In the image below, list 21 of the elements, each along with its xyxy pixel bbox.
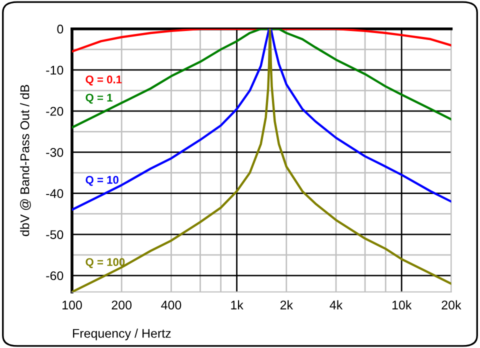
y-tick-label: -20 [46, 106, 64, 116]
y-axis-title: dbV @ Band-Pass Out / dB [20, 84, 31, 236]
x-tick-label: 100 [62, 300, 82, 310]
text: Q = 0.1 [86, 76, 122, 86]
x-tick-label: 200 [112, 300, 132, 310]
x-tick-label: 400 [161, 300, 182, 310]
y-tick-label: -10 [46, 66, 64, 75]
y-tick-label: -50 [46, 230, 64, 240]
y-tick-label: -40 [46, 189, 64, 198]
series-label: Q = 10 [86, 176, 118, 186]
series-label: Q = 1 [86, 94, 112, 104]
x-tick-label: 1k [231, 300, 244, 310]
series-label: Q = 100 [86, 258, 125, 268]
x-tick-label: 20k [442, 300, 462, 310]
y-tick-label: 0 [57, 24, 64, 34]
y-tick-label: -60 [46, 271, 64, 280]
x-tick-label: 10k [392, 300, 412, 310]
x-tick-label: 2k [280, 300, 294, 310]
x-tick-label: 4k [330, 300, 343, 310]
y-tick-label: -30 [46, 148, 64, 157]
x-axis-title: Frequency / Hertz [73, 328, 171, 340]
